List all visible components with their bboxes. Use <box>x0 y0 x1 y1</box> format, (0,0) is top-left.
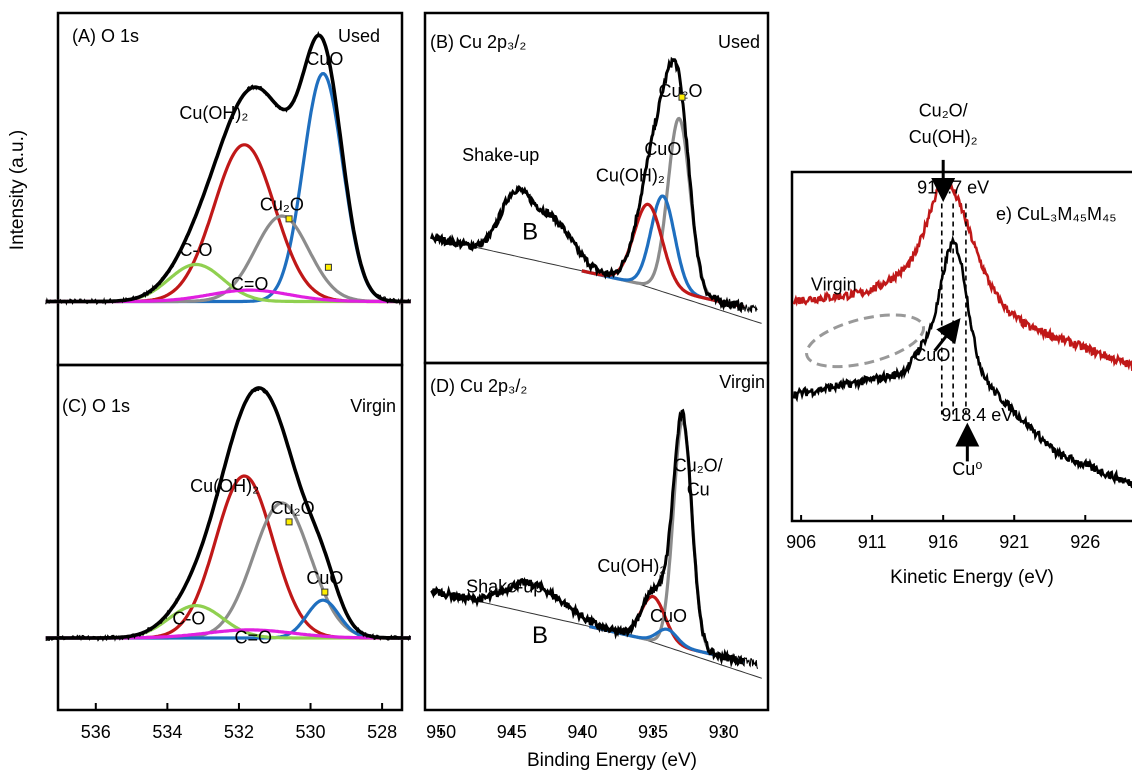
annotation-e-5: Cu⁰ <box>952 459 982 479</box>
annotation-e-1: 918.4 eV <box>941 405 1013 425</box>
panel-label-c: (C) O 1s <box>62 396 130 416</box>
condition-label-d: Virgin <box>719 372 765 392</box>
annotation-d-4: Shake-up <box>466 577 543 597</box>
panel-e-frame <box>790 170 1132 523</box>
marker-c-1 <box>321 588 329 596</box>
raw-data-b <box>718 297 758 314</box>
arrow-1 <box>933 317 961 352</box>
marker-a-0 <box>285 215 293 223</box>
envelope-a <box>45 33 411 304</box>
series-label-virgin: Virgin <box>811 275 857 295</box>
raw-data-d <box>720 652 758 669</box>
annotation-a-0: CuO <box>306 49 343 69</box>
panel-label-b: (B) Cu 2p₃/₂ <box>430 32 526 52</box>
y-axis-title: Intensity (a.u.) <box>7 130 28 250</box>
x-tick-label-e-3: 921 <box>999 532 1029 552</box>
annotation-b-2: Cu(OH)₂ <box>596 165 665 185</box>
panel-a-frame <box>56 11 404 367</box>
annotation-a-3: C-O <box>180 240 213 260</box>
x-tick-label-e-0: 906 <box>786 532 816 552</box>
annotation-c-1: Cu₂O <box>271 498 315 518</box>
series-used <box>792 235 1132 489</box>
x-tick-label-d-0: 950 <box>426 722 456 742</box>
x-tick-label-e-2: 916 <box>928 532 958 552</box>
annotation-e-3: Cu₂O/ <box>919 100 968 120</box>
annotation-e-0: 916.7 eV <box>917 177 989 197</box>
condition-label-c: Virgin <box>350 396 396 416</box>
annotation-c-2: CuO <box>306 568 343 588</box>
series-virgin <box>792 177 1132 372</box>
x-tick-label-c-4: 528 <box>367 722 397 742</box>
annotation-b-1: CuO <box>644 139 681 159</box>
marker-b-0 <box>678 93 686 101</box>
annotation-d-2: Cu(OH)₂ <box>597 556 666 576</box>
annotation-c-4: C=O <box>235 627 273 647</box>
raw-data-c <box>45 386 412 642</box>
annotation-b-0: Cu₂O <box>659 81 703 101</box>
component-a-1 <box>45 143 411 304</box>
marker-a-1 <box>324 263 332 271</box>
panel-label-e: e) CuL₃M₄₅M₄₅ <box>996 204 1117 224</box>
component-b-1 <box>581 194 745 309</box>
x-tick-label-c-2: 532 <box>224 722 254 742</box>
x-tick-label-d-2: 940 <box>567 722 597 742</box>
panel-c-frame <box>56 363 404 712</box>
component-a-2 <box>45 214 411 304</box>
x-tick-label-e-1: 911 <box>858 532 887 552</box>
x-tick-label-d-3: 935 <box>638 722 668 742</box>
plot-layer: CuO Cu(OH)₂ Cu₂O C-O C=O (A) O 1s Used Cu₂O CuO C… <box>45 26 1132 742</box>
panel-label-d: (D) Cu 2p₃/₂ <box>430 376 527 396</box>
panel-b-frame <box>423 11 770 365</box>
condition-label-a: Used <box>338 26 380 46</box>
annotation-a-2: Cu₂O <box>260 194 304 214</box>
condition-label-b: Used <box>718 32 760 52</box>
x-axis-title-binding: Binding Energy (eV) <box>527 750 697 771</box>
background-b <box>431 236 762 324</box>
annotation-d-1: Cu <box>687 479 710 499</box>
annotation-d-3: CuO <box>650 606 687 626</box>
annotation-e-2: CuO <box>913 345 950 365</box>
component-c-1 <box>45 501 411 640</box>
x-tick-label-c-0: 536 <box>81 722 111 742</box>
annotation-c-0: Cu(OH)₂ <box>190 476 259 496</box>
annotation-a-4: C=O <box>231 274 269 294</box>
panel-d-frame <box>423 361 770 712</box>
annotation-d-0: Cu₂O/ <box>674 456 723 476</box>
annotation-b-3: Shake-up <box>462 145 539 165</box>
component-a-3 <box>45 262 411 304</box>
envelope-d <box>430 408 745 668</box>
panel-label-a: (A) O 1s <box>72 26 139 46</box>
annotation-a-1: Cu(OH)₂ <box>179 103 248 123</box>
x-tick-label-d-4: 930 <box>709 722 739 742</box>
x-axis-title-kinetic: Kinetic Energy (eV) <box>890 567 1054 588</box>
envelope-c <box>45 386 411 640</box>
annotation-c-3: C-O <box>172 609 205 629</box>
annotation-b-4: B <box>522 218 538 245</box>
annotation-e-4: Cu(OH)₂ <box>909 127 978 147</box>
marker-c-0 <box>285 518 293 526</box>
background-d <box>431 590 762 679</box>
x-tick-label-c-1: 534 <box>152 722 182 742</box>
annotation-d-5: B <box>532 622 548 649</box>
envelope-b <box>429 56 744 314</box>
cuo-shoulder-ellipse <box>805 313 926 369</box>
x-tick-label-c-3: 530 <box>296 722 326 742</box>
x-tick-label-e-4: 926 <box>1070 532 1100 552</box>
x-tick-label-d-1: 945 <box>497 722 527 742</box>
